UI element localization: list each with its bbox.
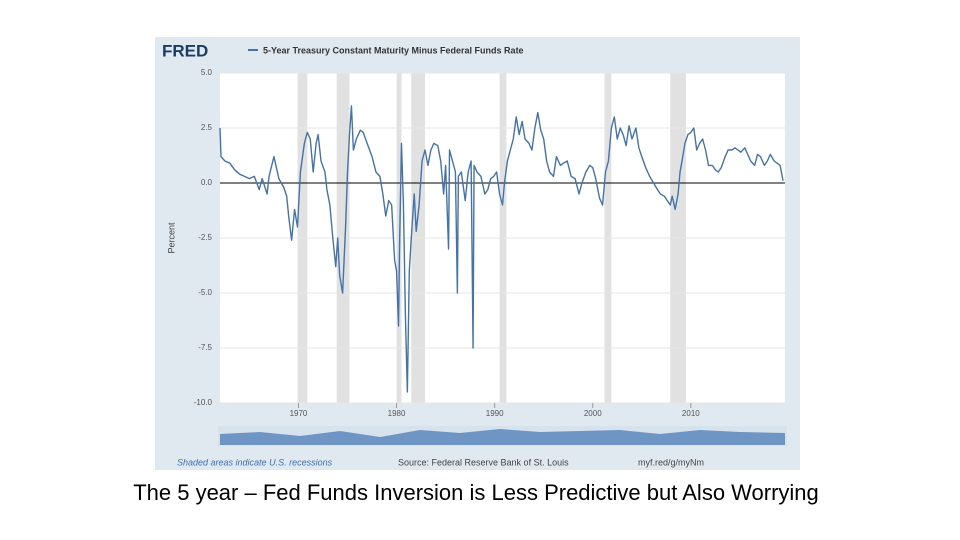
y-tick-label: 2.5 [201,123,213,132]
logo: FRED [162,41,208,60]
source: Source: Federal Reserve Bank of St. Loui… [398,457,569,467]
y-tick-label: -5.0 [198,288,212,297]
navigator-area [220,429,785,445]
x-tick-label: 1970 [290,409,308,418]
series-line [219,105,784,393]
y-tick-label: -2.5 [198,233,212,242]
y-tick-label: -10.0 [194,398,213,407]
slide-caption: The 5 year – Fed Funds Inversion is Less… [133,480,819,505]
x-tick-label: 2010 [682,409,700,418]
y-tick-label: 5.0 [201,68,213,77]
y-tick-label: -7.5 [198,343,212,352]
note: Shaded areas indicate U.S. recessions [177,457,333,467]
legend-label: 5-Year Treasury Constant Maturity Minus … [263,45,524,55]
x-tick-label: 1990 [486,409,504,418]
x-tick-label: 2000 [584,409,602,418]
y-tick-label: 0.0 [201,178,213,187]
y-axis-label: Percent [166,222,176,254]
x-tick-label: 1980 [388,409,406,418]
url: myf.red/g/myNm [638,457,704,467]
